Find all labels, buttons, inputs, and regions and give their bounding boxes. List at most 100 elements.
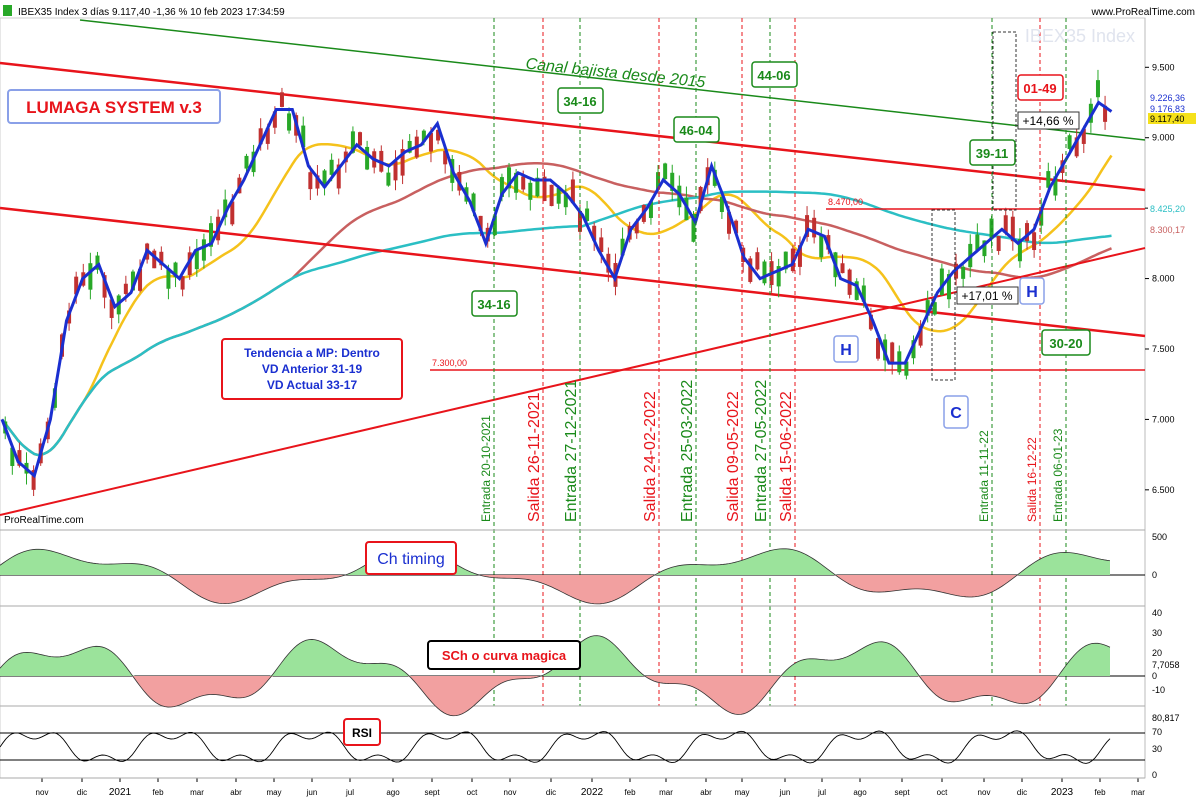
candle (762, 261, 767, 284)
x-tick-label: dic (77, 788, 87, 797)
pct-box (1017, 111, 1080, 130)
candle (939, 268, 944, 296)
right-price-label: 8.300,17 (1150, 225, 1185, 235)
candle (88, 263, 93, 290)
system-label: LUMAGA SYSTEM v.3 (26, 98, 202, 117)
candle (542, 176, 547, 202)
candle (592, 225, 597, 241)
candle (819, 235, 824, 258)
x-tick-label: feb (152, 788, 164, 797)
candle (570, 179, 575, 204)
candle (1081, 128, 1086, 144)
x-tick-label: jul (817, 788, 826, 797)
h-box (833, 335, 859, 363)
x-tick-label: feb (1094, 788, 1106, 797)
tendencia-line-2: VD Anterior 31-19 (262, 362, 363, 376)
candle (287, 113, 292, 131)
candle (535, 177, 540, 197)
candle (358, 132, 363, 146)
signal-label: Entrada 27-05-2022 (753, 380, 770, 522)
x-tick-label: mar (190, 788, 204, 797)
count-label: 34-16 (563, 94, 596, 109)
c-label: C (950, 405, 962, 422)
candle (350, 131, 355, 153)
candle (279, 92, 284, 107)
tendencia-line-1: Tendencia a MP: Dentro (244, 346, 380, 360)
system-box (7, 89, 221, 124)
y-tick-label: 7.500 (1152, 344, 1175, 354)
x-tick-label: dic (1017, 788, 1027, 797)
candle (201, 239, 206, 261)
svg-text:7,7058: 7,7058 (1152, 660, 1180, 670)
signal-lines: Entrada 20-10-2021 Salida 26-11-2021 Entra… (479, 18, 1067, 706)
candle (1074, 137, 1079, 157)
candle (31, 470, 36, 490)
candle (1003, 215, 1008, 233)
candle (663, 163, 668, 180)
candle (499, 177, 504, 197)
count-box (1041, 329, 1091, 356)
x-axis: nov dic 2021 feb mar abr may jun jul ago sept oct no… (36, 778, 1145, 798)
candle (549, 184, 554, 207)
candle (726, 212, 731, 234)
candle (1039, 207, 1044, 226)
header-site: www.ProRealTime.com (1090, 7, 1195, 18)
trend-lines (0, 19, 1146, 516)
indicator-panels: Ch timing SCh o curva magica RSI 500 0 4… (0, 529, 1180, 780)
h-label: H (1026, 284, 1038, 301)
x-tick-label: nov (504, 788, 517, 797)
candle (209, 223, 214, 247)
candle (691, 214, 696, 242)
count-box (673, 116, 720, 143)
level-7300-label: 7.300,00 (432, 358, 467, 368)
x-tick-label: sept (424, 788, 440, 797)
y-tick-label: 9.000 (1152, 133, 1175, 143)
right-price-label: 9.117,40 (1150, 114, 1184, 124)
count-box (1017, 74, 1064, 101)
svg-text:0: 0 (1152, 570, 1157, 580)
h-label: H (840, 342, 852, 359)
right-price-label: 9.176,83 (1150, 104, 1185, 114)
y-tick-label: 8.000 (1152, 274, 1175, 284)
signal-label: Entrada 20-10-2021 (479, 415, 493, 522)
candle (606, 253, 611, 273)
candle (890, 342, 895, 365)
y-tick-label: 9.500 (1152, 62, 1175, 72)
candle (223, 199, 228, 218)
y-tick-label: 7.000 (1152, 414, 1175, 424)
candle (876, 338, 881, 359)
candle (194, 249, 199, 270)
green-channel-line (79, 19, 1146, 141)
candle (904, 361, 909, 376)
red-channel-lower (0, 206, 1146, 338)
svg-text:0: 0 (1152, 671, 1157, 681)
candles (3, 69, 1108, 497)
x-tick-label: oct (937, 788, 948, 797)
price-line (0, 100, 1113, 479)
candle (868, 314, 873, 330)
h-box (1019, 277, 1045, 305)
count-label: 39-11 (976, 146, 1009, 161)
candle (521, 176, 526, 190)
signal-label: Salida 15-06-2022 (778, 391, 795, 522)
signal-label: Entrada 25-03-2022 (679, 380, 696, 522)
svg-text:40: 40 (1152, 608, 1162, 618)
candle (1103, 105, 1108, 122)
candle (109, 299, 114, 318)
x-tick-label: abr (700, 788, 712, 797)
candle (102, 275, 107, 298)
candle (719, 196, 724, 213)
candle (258, 128, 263, 145)
signal-label: Salida 24-02-2022 (642, 391, 659, 522)
candle (620, 238, 625, 256)
tendencia-box (221, 338, 403, 400)
x-tick-label: dic (546, 788, 556, 797)
candle (421, 130, 426, 142)
x-tick-label: nov (36, 788, 49, 797)
candle (996, 236, 1001, 252)
candle (507, 167, 512, 189)
count-label: 46-04 (679, 123, 713, 138)
x-tick-label: sept (894, 788, 910, 797)
count-label: 01-49 (1023, 81, 1056, 96)
